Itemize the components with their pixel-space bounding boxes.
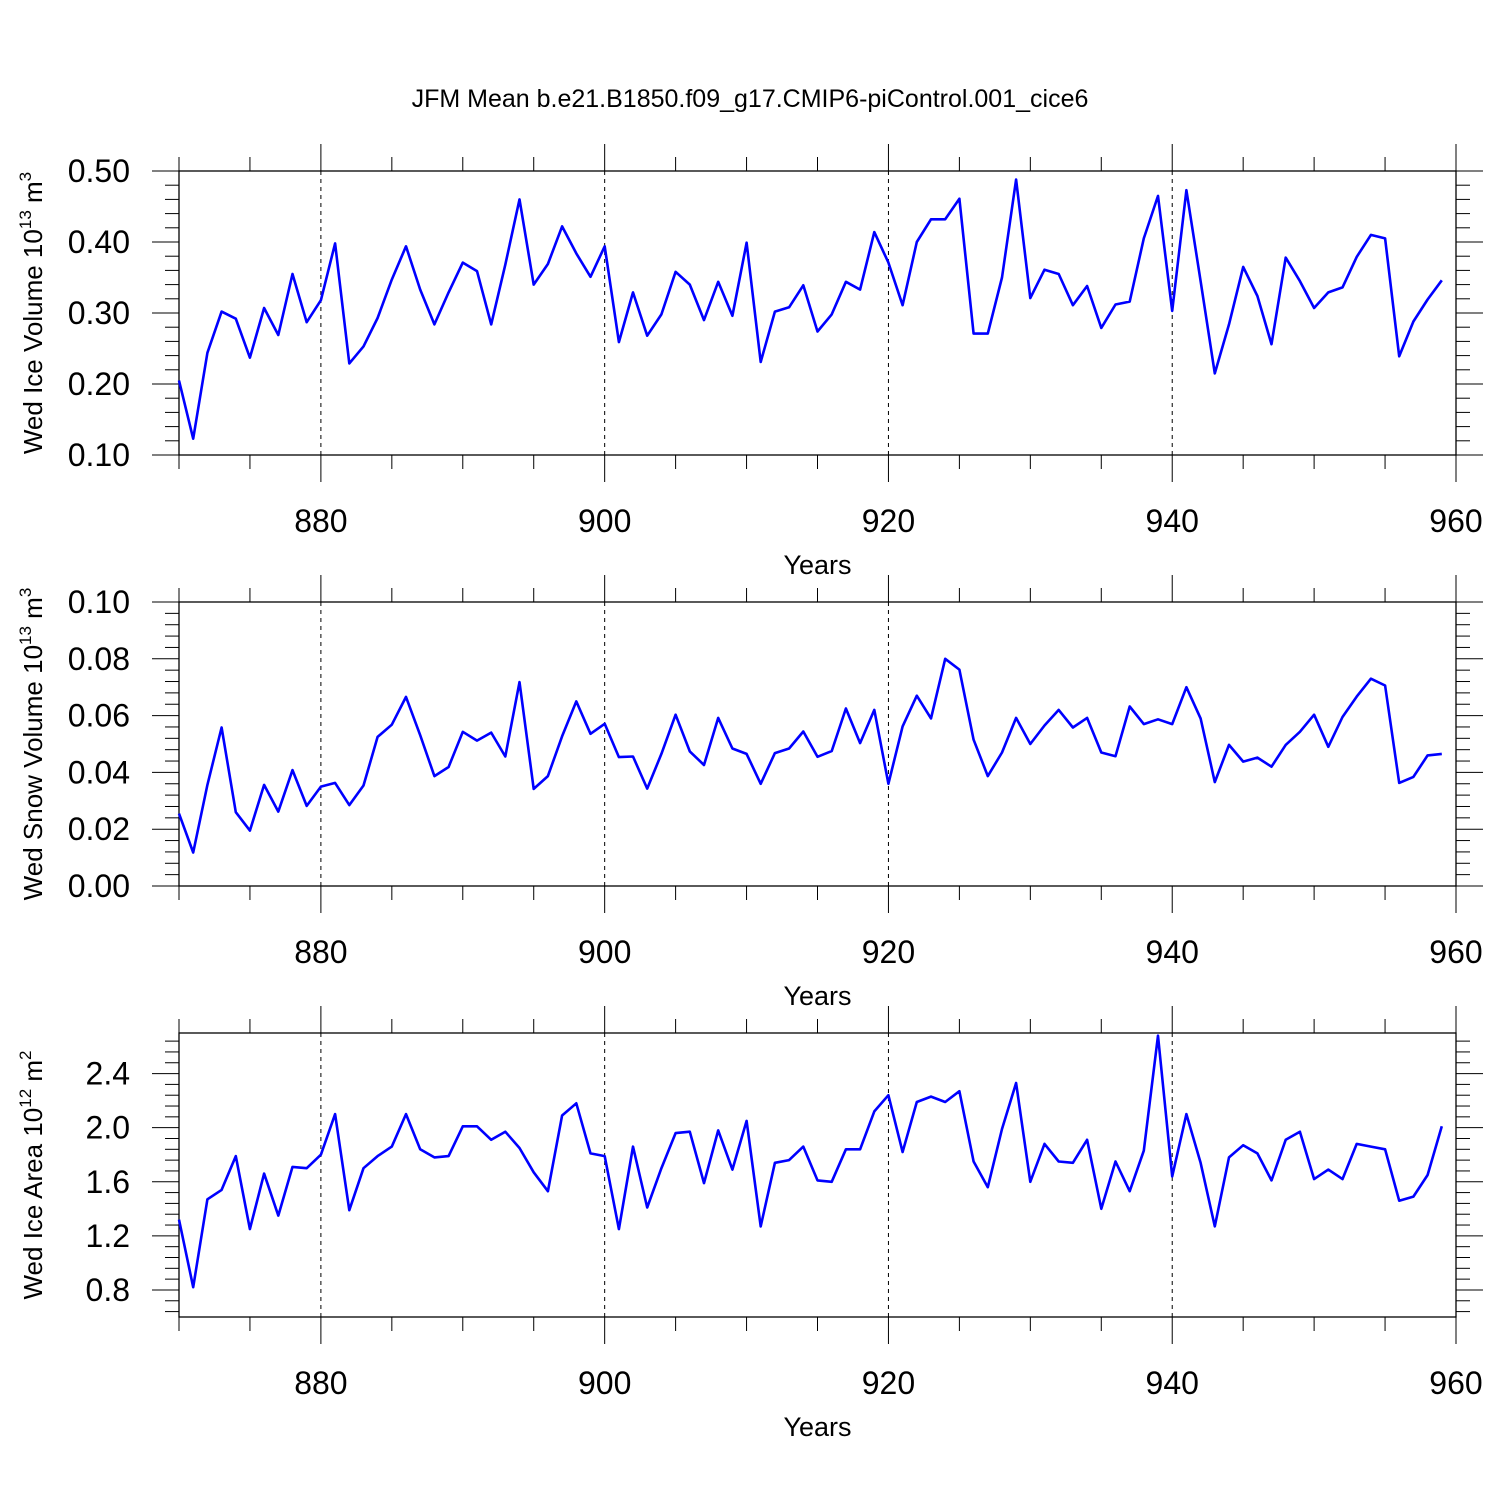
x-tick-label-940: 940 xyxy=(1146,503,1199,539)
y-tick-label-1.6: 1.6 xyxy=(86,1164,130,1200)
y-tick-label-0.30: 0.30 xyxy=(68,295,130,331)
x-tick-label-940: 940 xyxy=(1146,934,1199,970)
x-tick-label-920: 920 xyxy=(862,934,915,970)
y-tick-label-0.10: 0.10 xyxy=(68,584,130,620)
y-axis-label: Wed Snow Volume 1013 m3 xyxy=(16,588,48,901)
y-tick-label-0.50: 0.50 xyxy=(68,153,130,189)
y-tick-label-2.4: 2.4 xyxy=(86,1056,130,1092)
x-tick-label-920: 920 xyxy=(862,503,915,539)
y-tick-label-0.08: 0.08 xyxy=(68,641,130,677)
x-tick-label-880: 880 xyxy=(294,503,347,539)
y-tick-label-0.20: 0.20 xyxy=(68,366,130,402)
x-tick-label-900: 900 xyxy=(578,503,631,539)
y-tick-label-0.10: 0.10 xyxy=(68,437,130,473)
plot-frame xyxy=(178,170,1457,456)
plot-frame xyxy=(178,601,1457,887)
series-line-ice-area xyxy=(177,1034,1444,1289)
x-tick-label-880: 880 xyxy=(294,934,347,970)
y-tick-label-1.2: 1.2 xyxy=(86,1218,130,1254)
x-axis-label: Years xyxy=(783,981,851,1011)
y-tick-label-0.06: 0.06 xyxy=(68,698,130,734)
x-tick-label-900: 900 xyxy=(578,1365,631,1401)
x-axis-label: Years xyxy=(783,1412,851,1442)
x-axis-label: Years xyxy=(783,550,851,580)
x-tick-label-880: 880 xyxy=(294,1365,347,1401)
series-line-snow-volume xyxy=(177,657,1442,854)
panel-snow-volume: 880 900 920 940 960 Years 0.00 0.02 0.04 0.06 0.08… xyxy=(16,575,1483,1011)
y-tick-label-0.40: 0.40 xyxy=(68,224,130,260)
y-tick-label-0.8: 0.8 xyxy=(86,1272,130,1308)
y-tick-label-0.00: 0.00 xyxy=(68,868,130,904)
series-line-ice-volume xyxy=(177,178,1443,441)
plot-frame xyxy=(178,1032,1457,1318)
chart-title: JFM Mean b.e21.B1850.f09_g17.CMIP6-piCon… xyxy=(412,85,1089,113)
panel-ice-area: 880 900 920 940 960 Years 0.8 1.2 1.6 2.0 2.4 Wed I… xyxy=(16,1006,1483,1442)
y-tick-label-0.04: 0.04 xyxy=(68,754,130,790)
x-tick-label-900: 900 xyxy=(578,934,631,970)
x-tick-label-960: 960 xyxy=(1429,1365,1482,1401)
x-tick-label-940: 940 xyxy=(1146,1365,1199,1401)
x-tick-label-960: 960 xyxy=(1429,503,1482,539)
panel-ice-volume: 880 900 920 940 960 Years 0.10 0.20 0.30 0.40 0.50… xyxy=(16,144,1483,580)
y-axis-label: Wed Ice Volume 1013 m3 xyxy=(16,172,48,454)
x-tick-label-920: 920 xyxy=(862,1365,915,1401)
x-tick-label-960: 960 xyxy=(1429,934,1482,970)
y-tick-label-0.02: 0.02 xyxy=(68,811,130,847)
y-tick-label-2.0: 2.0 xyxy=(86,1110,130,1146)
y-axis-label: Wed Ice Area 1012 m2 xyxy=(16,1050,48,1299)
